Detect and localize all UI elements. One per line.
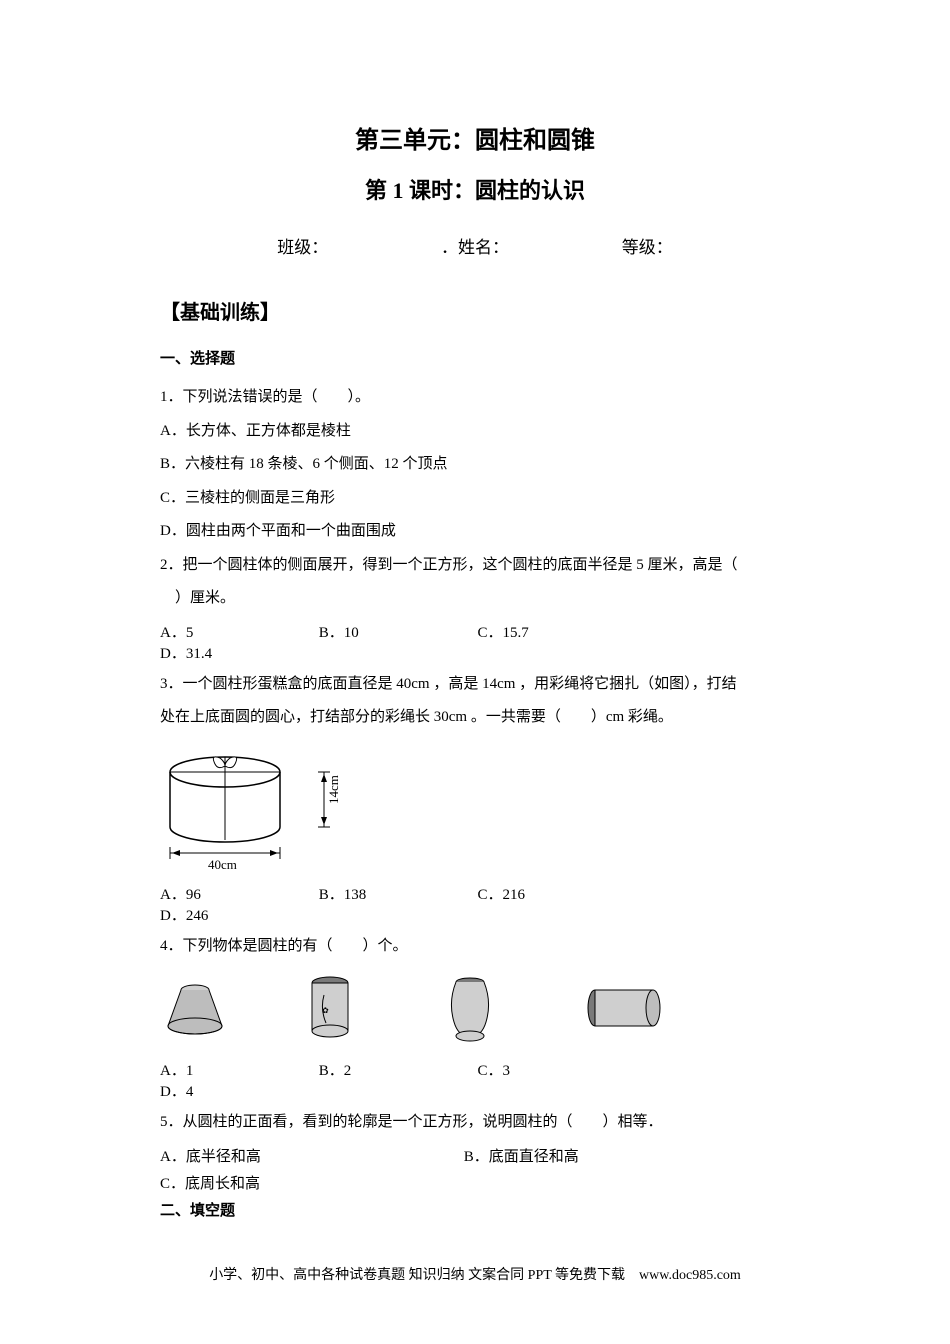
q5-stem: 5．从圆柱的正面看，看到的轮廓是一个正方形，说明圆柱的（ ）相等． — [160, 1107, 790, 1139]
q1-option-d: D．圆柱由两个平面和一个曲面围成 — [160, 516, 790, 548]
q2-option-d: D．31.4 — [160, 642, 315, 663]
q1-option-c: C．三棱柱的侧面是三角形 — [160, 483, 790, 515]
q3-stem-line2: 处在上底面圆的圆心，打结部分的彩绳长 30cm 。一共需要（ ）cm 彩绳。 — [160, 702, 790, 734]
basic-training-heading: 【基础训练】 — [160, 296, 790, 325]
name-label: ．姓名： — [441, 238, 501, 257]
q4-shapes-row: ✿ — [160, 972, 790, 1049]
svg-text:✿: ✿ — [322, 1006, 329, 1015]
cake-box-svg: 14cm 40cm — [160, 742, 390, 872]
q2-option-a: A．5 — [160, 621, 315, 642]
page-footer: 小学、初中、高中各种试卷真题 知识归纳 文案合同 PPT 等免费下载 www.d… — [0, 1264, 950, 1284]
q4-shape-3 — [440, 972, 580, 1049]
q4-option-c: C．3 — [478, 1059, 633, 1080]
q2-stem-line2: ）厘米。 — [160, 583, 790, 615]
q4-shape-2: ✿ — [300, 973, 440, 1048]
q4-shape-1 — [160, 978, 300, 1043]
q1-option-b: B．六棱柱有 18 条棱、6 个侧面、12 个顶点 — [160, 449, 790, 481]
q5-options-row2: C．底周长和高 — [160, 1172, 790, 1193]
q4-option-d: D．4 — [160, 1080, 315, 1101]
unit-title: 第三单元：圆柱和圆锥 — [160, 120, 790, 155]
height-label: 14cm — [326, 775, 341, 804]
student-info-row: 班级： ．姓名： 等级： — [160, 233, 790, 258]
q5-option-b: B．底面直径和高 — [464, 1145, 764, 1166]
q5-option-c: C．底周长和高 — [160, 1172, 460, 1193]
class-label: 班级： — [277, 238, 320, 257]
q3-option-a: A．96 — [160, 883, 315, 904]
gap — [517, 238, 602, 257]
width-label: 40cm — [208, 857, 237, 872]
cup-cylinder-icon: ✿ — [300, 973, 360, 1043]
q3-option-d: D．246 — [160, 904, 315, 925]
lesson-title: 第 1 课时：圆柱的认识 — [160, 173, 790, 205]
q2-stem-line1: 2．把一个圆柱体的侧面展开，得到一个正方形，这个圆柱的底面半径是 5 厘米，高是… — [160, 550, 790, 582]
q3-options: A．96 B．138 C．216 D．246 — [160, 883, 790, 925]
choice-heading: 一、选择题 — [160, 347, 790, 368]
frustum-icon — [160, 978, 230, 1038]
gap — [336, 238, 421, 257]
q1-option-a: A．长方体、正方体都是棱柱 — [160, 416, 790, 448]
q2-option-c: C．15.7 — [478, 621, 633, 642]
q4-stem: 4．下列物体是圆柱的有（ ）个。 — [160, 931, 790, 963]
q2-option-b: B．10 — [319, 621, 474, 642]
q3-cake-box-figure: 14cm 40cm — [160, 742, 790, 877]
q5-option-a: A．底半径和高 — [160, 1145, 460, 1166]
q2-options: A．5 B．10 C．15.7 D．31.4 — [160, 621, 790, 663]
q4-option-a: A．1 — [160, 1059, 315, 1080]
q4-options: A．1 B．2 C．3 D．4 — [160, 1059, 790, 1101]
fill-heading: 二、填空题 — [160, 1199, 790, 1220]
q4-option-b: B．2 — [319, 1059, 474, 1080]
q4-shape-4 — [580, 981, 720, 1041]
q3-option-c: C．216 — [478, 883, 633, 904]
horizontal-cylinder-icon — [580, 981, 670, 1036]
document-page: 第三单元：圆柱和圆锥 第 1 课时：圆柱的认识 班级： ．姓名： 等级： 【基础… — [0, 0, 950, 1344]
grade-label: 等级： — [622, 238, 673, 257]
q5-options-row1: A．底半径和高 B．底面直径和高 — [160, 1145, 790, 1166]
q1-stem: 1．下列说法错误的是（ ）。 — [160, 382, 790, 414]
vase-icon — [440, 972, 500, 1044]
q3-option-b: B．138 — [319, 883, 474, 904]
q3-stem-line1: 3．一个圆柱形蛋糕盒的底面直径是 40cm ，高是 14cm ，用彩绳将它捆扎（… — [160, 669, 790, 701]
